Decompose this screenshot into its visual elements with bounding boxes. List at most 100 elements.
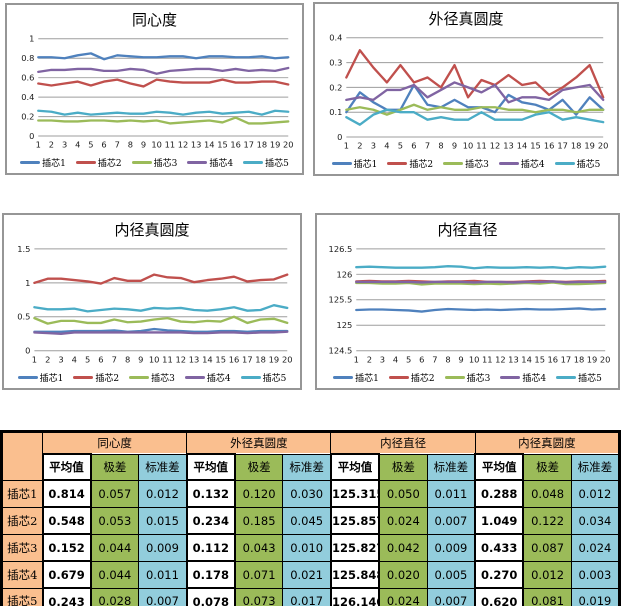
legend-item: 插芯2: [73, 371, 119, 384]
value-cell: 0.122: [522, 506, 572, 535]
y-axis-tick-label: 0: [25, 346, 30, 356]
x-axis-tick-label: 10: [469, 355, 480, 365]
legend-line-swatch: [556, 375, 577, 379]
value-cell: 126.140: [329, 587, 381, 606]
column-subheader: 平均值: [185, 453, 236, 481]
x-axis-tick-label: 4: [393, 355, 398, 365]
value-cell: 0.024: [570, 533, 621, 562]
legend-item: 插芯5: [240, 371, 286, 384]
legend-line-swatch: [500, 375, 521, 379]
legend-item: 插芯5: [243, 156, 289, 169]
legend-line-swatch: [184, 375, 205, 379]
chart-title: 内径真圆度: [114, 221, 190, 239]
value-cell: 0.120: [234, 479, 284, 508]
row-label: 插芯2: [1, 506, 44, 535]
legend-label: 插芯5: [576, 159, 601, 170]
x-axis-tick-label: 12: [490, 141, 501, 151]
value-cell: 0.034: [570, 506, 621, 535]
value-cell: 0.548: [41, 506, 92, 535]
x-axis-tick-label: 16: [230, 140, 241, 150]
legend-label: 插芯2: [409, 159, 434, 170]
x-axis-tick-label: 15: [215, 355, 226, 365]
value-cell: 0.081: [522, 587, 572, 606]
x-axis-tick-label: 20: [283, 140, 294, 150]
x-axis-tick-label: 18: [571, 141, 582, 151]
legend-line-swatch: [498, 161, 519, 165]
series-line-插芯5: [345, 108, 605, 126]
x-axis-tick-label: 3: [371, 141, 376, 151]
legend-label: 插芯4: [522, 373, 547, 384]
x-axis-tick-label: 17: [561, 355, 572, 365]
legend-label: 插芯2: [410, 373, 435, 384]
x-axis-tick-label: 4: [75, 140, 80, 150]
chart-legend: 插芯1 插芯2 插芯3 插芯4 插芯5: [7, 152, 302, 173]
value-cell: 0.011: [426, 479, 476, 508]
value-cell: 0.045: [282, 506, 332, 535]
value-cell: 0.020: [378, 560, 428, 589]
x-axis-tick-label: 9: [452, 141, 457, 151]
x-axis-tick-label: 11: [476, 141, 487, 151]
value-cell: 125.315: [329, 479, 381, 508]
value-cell: 0.007: [138, 587, 188, 606]
legend-line-swatch: [17, 375, 38, 379]
legend-item: 插芯5: [556, 371, 602, 384]
value-cell: 0.017: [282, 587, 332, 606]
y-axis-tick-label: 1: [25, 278, 30, 288]
value-cell: 0.024: [378, 587, 428, 606]
chart-title: 同心度: [131, 11, 177, 29]
value-cell: 0.078: [185, 587, 236, 606]
line-chart-outer-roundness: 00.10.20.30.41 2 3 4 5 6 7 8 9 10 11 12 13 14 15 16 17 18…: [329, 33, 609, 151]
value-cell: 0.021: [282, 560, 332, 589]
legend-line-swatch: [240, 375, 261, 379]
value-cell: 0.234: [185, 506, 236, 535]
value-cell: 0.057: [90, 479, 140, 508]
column-subheader: 极差: [378, 453, 428, 481]
value-cell: 0.007: [426, 506, 476, 535]
x-axis-tick-label: 1: [32, 355, 37, 365]
legend-item: 插芯4: [184, 371, 231, 384]
value-cell: 0.009: [426, 533, 476, 562]
legend-line-swatch: [131, 160, 152, 164]
x-axis-tick-label: 19: [270, 140, 281, 150]
x-axis-tick-label: 2: [45, 355, 50, 365]
legend-label: 插芯3: [151, 373, 175, 384]
x-axis-tick-label: 7: [115, 140, 120, 150]
value-cell: 125.827: [329, 533, 381, 562]
value-cell: 0.012: [570, 479, 621, 508]
legend-line-swatch: [387, 161, 408, 165]
value-cell: 0.012: [138, 479, 188, 508]
x-axis-tick-label: 6: [98, 355, 103, 365]
x-axis-tick-label: 20: [598, 141, 609, 151]
x-axis-tick-label: 12: [176, 355, 187, 365]
column-subheader: 平均值: [41, 453, 92, 481]
chart-title: 内径直径: [437, 221, 498, 239]
value-cell: 0.071: [234, 560, 284, 589]
x-axis-tick-label: 12: [178, 140, 189, 150]
value-cell: 0.073: [234, 587, 284, 606]
x-axis-tick-label: 15: [217, 140, 228, 150]
column-group-header: 内径真圆度: [474, 431, 621, 455]
x-axis-tick-label: 2: [367, 355, 372, 365]
x-axis-tick-label: 17: [242, 355, 253, 365]
legend-label: 插芯3: [465, 159, 489, 170]
legend-label: 插芯5: [578, 373, 602, 384]
x-axis-tick-label: 1: [344, 141, 349, 151]
legend-item: 插芯1: [333, 371, 379, 384]
x-axis-tick-label: 18: [255, 355, 266, 365]
value-cell: 0.044: [90, 560, 140, 589]
column-subheader: 标准差: [570, 453, 621, 481]
column-subheader: 标准差: [426, 453, 476, 481]
chart-panel-inner-roundness: 内径真圆度 0 0.5 1 1.5 1 2 3 4 5 6 7 8 9 10 11 12 13 14 15 16 17 1…: [2, 213, 302, 390]
series-line-插芯5: [33, 304, 289, 313]
value-cell: 125.848: [329, 560, 381, 589]
x-axis-tick-label: 3: [58, 355, 63, 365]
x-axis-tick-label: 10: [149, 355, 160, 365]
y-axis-tick-label: 126.5: [329, 244, 353, 254]
x-axis-tick-label: 16: [544, 141, 555, 151]
legend-item: 插芯3: [131, 156, 177, 169]
legend-line-swatch: [333, 375, 354, 379]
row-label: 插芯4: [1, 560, 44, 589]
x-axis-tick-label: 17: [557, 141, 568, 151]
chart-panel-outer-roundness: 外径真圆度 0 0.1 0.2 0.3 0.4 1 2 3 4 5 6 7 8 9 10 11 12 13 14 15…: [313, 2, 619, 176]
